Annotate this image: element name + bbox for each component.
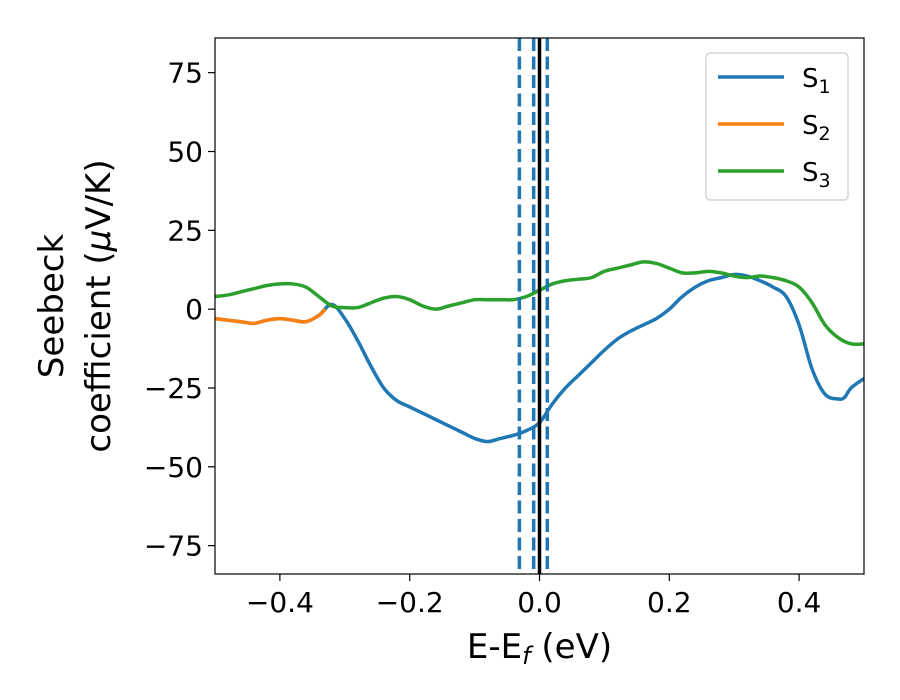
- y-tick-label: 25: [167, 214, 203, 247]
- legend-label-s1: S1: [802, 64, 831, 98]
- y-tick-label: −25: [144, 372, 203, 405]
- x-axis: −0.4 −0.2 0.0 0.2 0.4: [246, 574, 821, 619]
- legend-label-s3: S3: [802, 158, 831, 192]
- series-line-s2: [215, 307, 327, 326]
- y-tick-label: 75: [167, 57, 203, 90]
- y-tick-label: −75: [144, 530, 203, 563]
- legend-label-s2: S2: [802, 111, 831, 145]
- x-tick-label: −0.4: [246, 586, 314, 619]
- y-tick-label: 50: [167, 136, 203, 169]
- x-axis-label: E-Ef (eV): [467, 627, 612, 670]
- x-tick-label: 0.2: [647, 586, 692, 619]
- y-axis-label-line2: coefficient (μV/K): [79, 159, 119, 452]
- y-tick-label: −50: [144, 451, 203, 484]
- y-axis-label-line1: Seebeck: [32, 234, 72, 379]
- x-tick-label: 0.4: [777, 586, 822, 619]
- y-axis-label: Seebeck coefficient (μV/K): [32, 159, 119, 452]
- legend: S1 S2 S3: [705, 52, 849, 201]
- legend-box: [705, 52, 849, 201]
- y-axis: 75 50 25 0 −25 −50 −75: [144, 57, 215, 563]
- fermi-level-lines: [517, 38, 550, 574]
- x-tick-label: −0.2: [376, 586, 444, 619]
- y-tick-label: 0: [185, 293, 203, 326]
- x-tick-label: 0.0: [517, 586, 562, 619]
